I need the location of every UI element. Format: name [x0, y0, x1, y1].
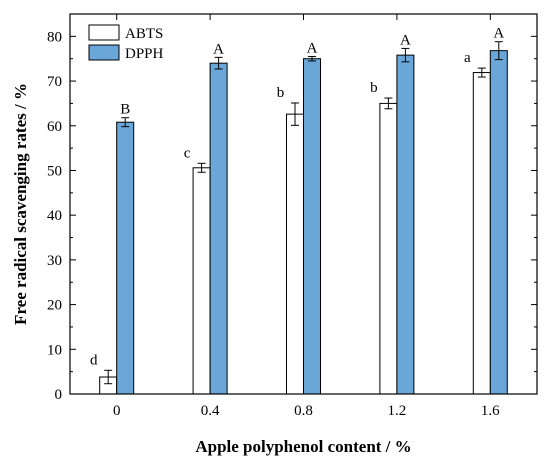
legend-label-dpph: DPPH: [125, 46, 164, 62]
y-axis-title: Free radical scavenging rates / %: [11, 83, 30, 325]
significance-label: a: [464, 50, 471, 66]
bar-dpph: [116, 121, 135, 395]
significance-label: B: [120, 102, 130, 118]
significance-label: A: [493, 26, 504, 42]
bar-abts: [286, 113, 304, 395]
legend-swatch-abts: [88, 24, 120, 41]
y-tick-label: 70: [47, 74, 62, 90]
bar-dpph: [396, 54, 415, 395]
plot-frame: [69, 13, 538, 395]
x-tick-label: 1.6: [481, 403, 500, 419]
y-tick-label: 30: [47, 253, 62, 269]
significance-label: A: [400, 32, 411, 48]
significance-label: c: [184, 145, 191, 161]
legend-swatch-dpph: [88, 44, 120, 61]
bar-dpph: [209, 62, 228, 395]
significance-label: d: [90, 352, 98, 368]
legend-label-abts: ABTS: [125, 26, 163, 42]
x-axis-title: Apple polyphenol content / %: [195, 437, 411, 456]
bar-abts: [379, 102, 398, 395]
y-tick-label: 60: [47, 119, 62, 135]
y-tick-label: 50: [47, 163, 62, 179]
y-tick-label: 10: [47, 342, 62, 358]
x-tick-label: 0.4: [201, 403, 220, 419]
x-tick-label: 0.8: [294, 403, 313, 419]
significance-label: b: [277, 85, 285, 101]
bar-abts: [472, 72, 491, 395]
x-tick-label: 0: [113, 403, 121, 419]
significance-label: A: [307, 40, 318, 56]
error-bars: [104, 41, 503, 385]
x-tick-label: 1.2: [388, 403, 407, 419]
significance-label: b: [370, 80, 378, 96]
bar-dpph: [303, 58, 321, 395]
y-tick-label: 40: [47, 208, 62, 224]
bars: [99, 50, 508, 395]
y-tick-label: 0: [55, 387, 63, 403]
significance-labels: d c b b a B A A A A: [90, 26, 504, 369]
y-tick-label: 20: [47, 298, 62, 314]
legend: ABTS DPPH: [88, 24, 164, 62]
significance-label: A: [213, 41, 224, 57]
bar-dpph: [489, 50, 508, 395]
y-axis-ticks: 0 10 20 30 40 50 60 70 80: [47, 13, 537, 403]
y-tick-label: 80: [47, 29, 62, 45]
bar-abts: [192, 167, 211, 395]
